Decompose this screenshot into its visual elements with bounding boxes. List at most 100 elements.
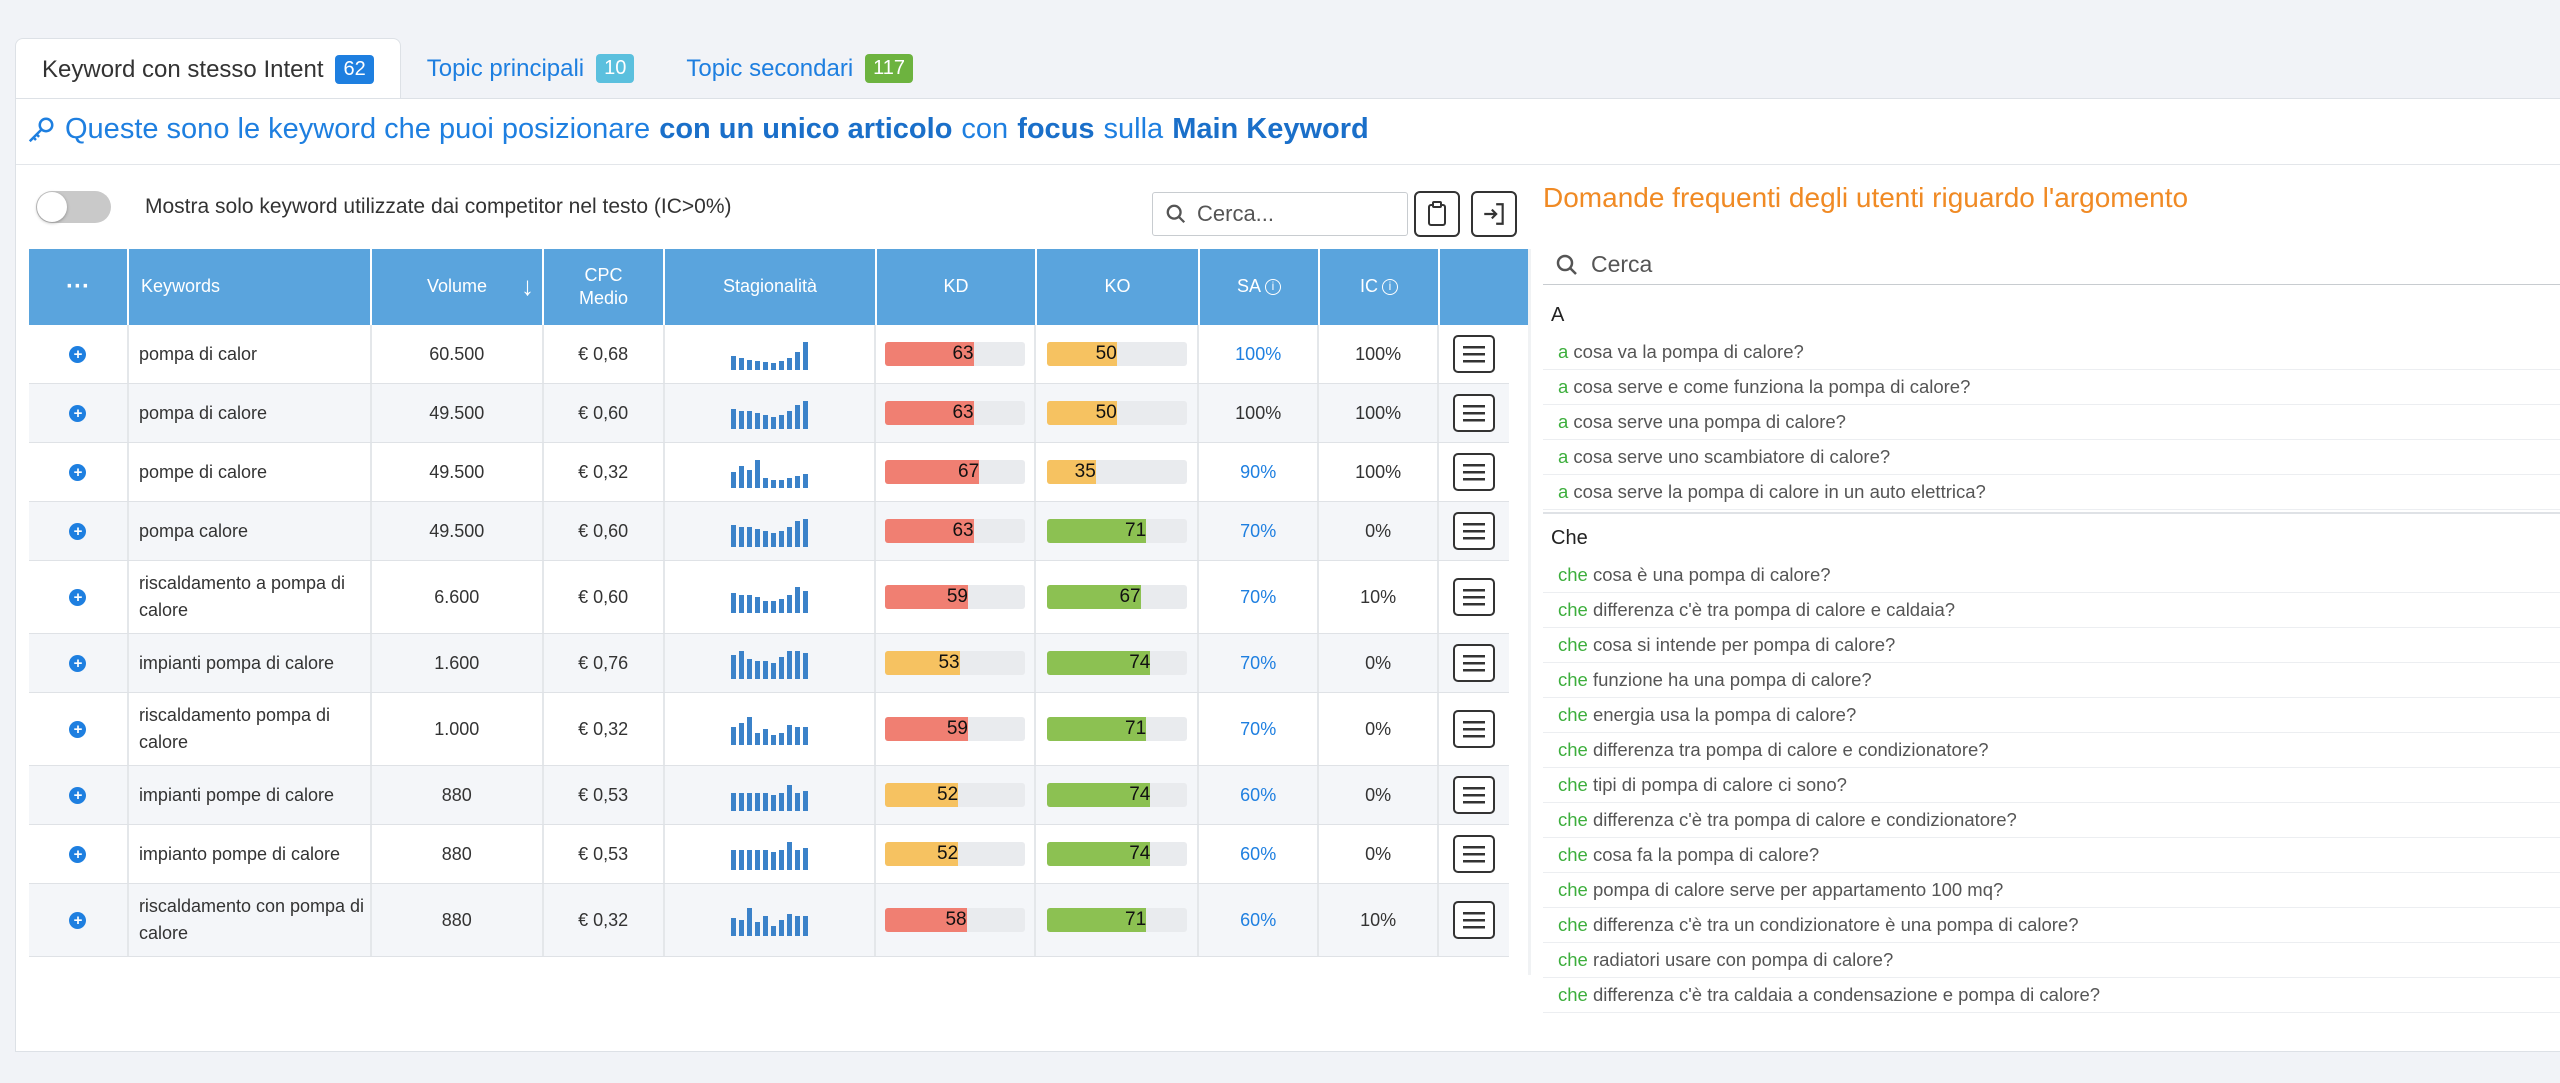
faq-question[interactable]: che funzione ha una pompa di calore? (1543, 663, 2560, 698)
sparkline-bar (795, 850, 801, 870)
row-menu-button[interactable] (1453, 578, 1496, 616)
faq-question[interactable]: a cosa serve la pompa di calore in un au… (1543, 475, 2560, 510)
faq-question[interactable]: a cosa serve e come funziona la pompa di… (1543, 370, 2560, 405)
volume-header[interactable]: Volume ↓ (372, 249, 544, 325)
add-keyword-icon[interactable]: + (69, 463, 87, 481)
ic-header[interactable]: IC i (1320, 249, 1440, 325)
faq-question[interactable]: che cosa è una pompa di calore? (1543, 558, 2560, 593)
faq-question[interactable]: che differenza c'è tra pompa di calore e… (1543, 593, 2560, 628)
keyword-cell: pompa di calore (129, 384, 372, 442)
search-input[interactable] (1197, 201, 1397, 227)
faq-question[interactable]: a cosa serve uno scambiatore di calore? (1543, 440, 2560, 475)
count-badge: 117 (865, 54, 914, 83)
faq-question-text: differenza c'è tra pompa di calore e cal… (1587, 599, 1956, 620)
table-row: + riscaldamento con pompa di calore 880 € 0… (29, 884, 1509, 957)
row-menu-button[interactable] (1453, 901, 1496, 939)
kd-value: 52 (937, 843, 959, 864)
info-icon[interactable]: i (1382, 279, 1398, 295)
sa-cell: 70% (1199, 561, 1320, 633)
add-keyword-icon[interactable]: + (69, 654, 87, 672)
cpc-cell: € 0,53 (544, 825, 665, 883)
ko-bar-fill (1046, 651, 1151, 675)
add-keyword-icon[interactable]: + (69, 404, 87, 422)
actions-cell (1439, 325, 1509, 383)
add-keyword-icon[interactable]: + (69, 786, 87, 804)
cpc-header[interactable]: CPC Medio (544, 249, 665, 325)
faq-question[interactable]: che radiatori usare con pompa di calore? (1543, 943, 2560, 978)
row-menu-button[interactable] (1453, 453, 1496, 491)
ko-cell: 71 (1036, 884, 1200, 956)
headline-text: Queste sono le keyword che puoi posizion… (65, 113, 651, 145)
faq-question[interactable]: che differenza c'è tra caldaia a condens… (1543, 978, 2560, 1013)
faq-question[interactable]: che cosa fa la pompa di calore? (1543, 838, 2560, 873)
seasonality-cell (665, 443, 877, 501)
ic-cell: 0% (1319, 634, 1440, 692)
sparkline-bar (803, 916, 809, 936)
faq-search-input[interactable] (1591, 251, 2491, 278)
faq-question[interactable]: che pompa di calore serve per appartamen… (1543, 873, 2560, 908)
sparkline-bar (795, 521, 801, 547)
faq-question[interactable]: a cosa va la pompa di calore? (1543, 335, 2560, 370)
keyword-cell: impianti pompe di calore (129, 766, 372, 824)
export-button[interactable] (1471, 191, 1517, 237)
add-keyword-icon[interactable]: + (69, 345, 87, 363)
kd-cell: 53 (876, 634, 1037, 692)
count-badge: 62 (335, 55, 374, 84)
kd-bar: 52 (885, 783, 1026, 807)
info-icon[interactable]: i (1265, 279, 1281, 295)
faq-question[interactable]: che cosa si intende per pompa di calore? (1543, 628, 2560, 663)
ko-cell: 74 (1036, 825, 1200, 883)
tab-same-intent[interactable]: Keyword con stesso Intent 62 (15, 38, 401, 100)
hamburger-icon (1463, 721, 1486, 738)
sparkline-bar (803, 474, 809, 488)
tab-secondary-topics[interactable]: Topic secondari 117 (660, 38, 939, 99)
row-menu-button[interactable] (1453, 710, 1496, 748)
faq-question[interactable]: che differenza c'è tra pompa di calore e… (1543, 803, 2560, 838)
sa-cell: 60% (1199, 825, 1320, 883)
seasonality-header[interactable]: Stagionalità (665, 249, 877, 325)
add-keyword-icon[interactable]: + (69, 911, 87, 929)
sparkline-bar (755, 850, 761, 870)
kd-cell: 63 (876, 325, 1037, 383)
faq-question[interactable]: che energia usa la pompa di calore? (1543, 698, 2560, 733)
faq-keyword-highlight: che (1558, 809, 1588, 830)
kd-header[interactable]: KD (877, 249, 1037, 325)
faq-question-text: cosa serve uno scambiatore di calore? (1568, 446, 1891, 467)
seasonality-sparkline (731, 838, 809, 870)
sparkline-bar (747, 850, 753, 870)
ko-header[interactable]: KO (1037, 249, 1200, 325)
column-menu-header[interactable]: ··· (29, 249, 129, 325)
seasonality-cell (665, 502, 877, 560)
sa-header[interactable]: SA i (1200, 249, 1320, 325)
row-menu-button[interactable] (1453, 776, 1496, 814)
headline-text: sulla (1103, 113, 1164, 145)
ko-cell: 74 (1036, 634, 1200, 692)
sparkline-bar (803, 519, 809, 547)
faq-question[interactable]: che differenza c'è tra un condizionatore… (1543, 908, 2560, 943)
row-menu-button[interactable] (1453, 835, 1496, 873)
add-keyword-icon[interactable]: + (69, 588, 87, 606)
add-keyword-icon[interactable]: + (69, 845, 87, 863)
row-menu-button[interactable] (1453, 335, 1496, 373)
row-menu-button[interactable] (1453, 394, 1496, 432)
keyword-cell: riscaldamento con pompa di calore (129, 884, 372, 956)
row-menu-button[interactable] (1453, 512, 1496, 550)
sparkline-bar (755, 361, 761, 370)
competitor-toggle[interactable] (36, 191, 111, 223)
add-keyword-icon[interactable]: + (69, 720, 87, 738)
kd-value: 59 (946, 586, 968, 607)
keyword-cell: impianti pompa di calore (129, 634, 372, 692)
row-menu-button[interactable] (1453, 644, 1496, 682)
faq-question[interactable]: che differenza tra pompa di calore e con… (1543, 733, 2560, 768)
keywords-header[interactable]: Keywords (129, 249, 372, 325)
ic-cell: 0% (1319, 766, 1440, 824)
add-keyword-icon[interactable]: + (69, 522, 87, 540)
sparkline-bar (795, 405, 801, 429)
faq-question-text: tipi di pompa di calore ci sono? (1587, 774, 1847, 795)
faq-question[interactable]: a cosa serve una pompa di calore? (1543, 405, 2560, 440)
copy-clipboard-button[interactable] (1414, 191, 1460, 237)
faq-question[interactable]: che tipi di pompa di calore ci sono? (1543, 768, 2560, 803)
table-scrollbar[interactable] (1528, 249, 1531, 975)
header-label: SA (1236, 276, 1261, 297)
tab-main-topics[interactable]: Topic principali 10 (401, 38, 661, 99)
